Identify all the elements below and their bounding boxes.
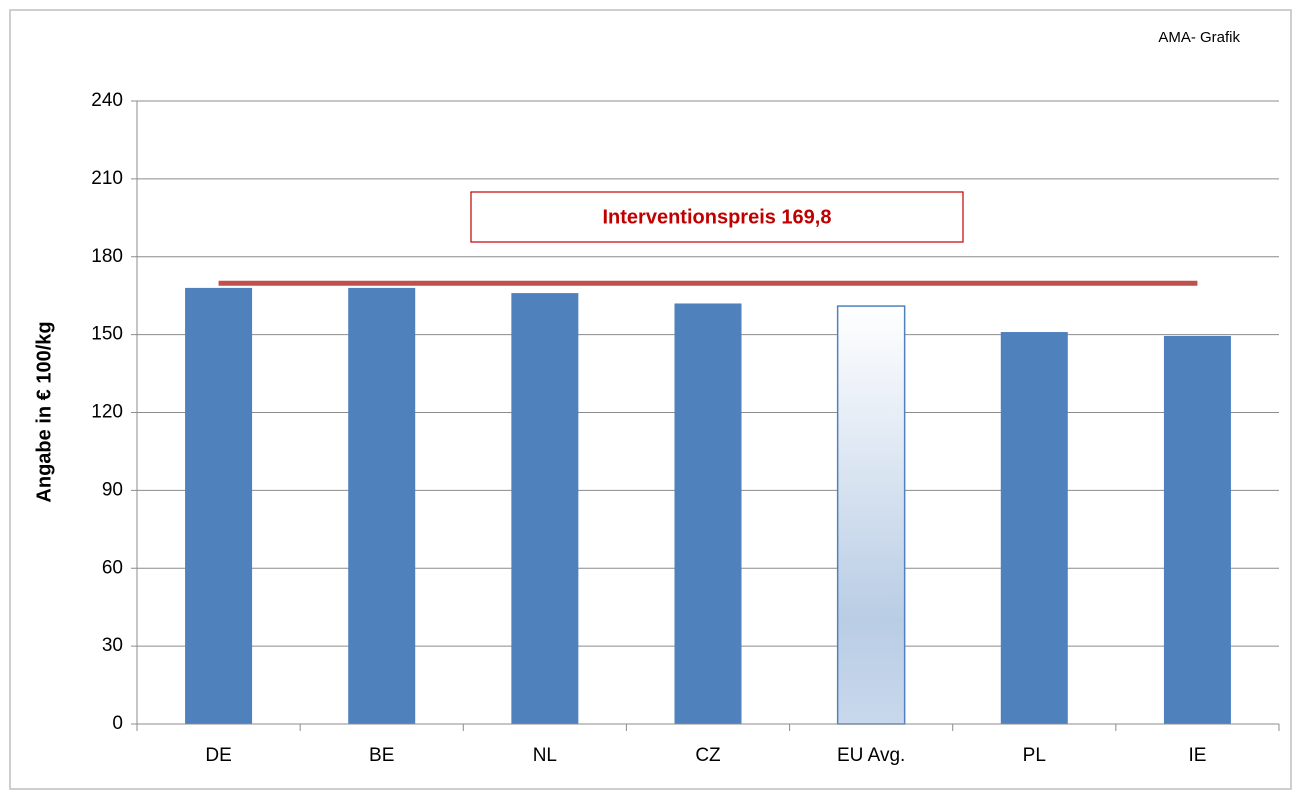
y-axis-label: Angabe in € 100/kg — [33, 321, 55, 502]
bar — [348, 287, 416, 724]
x-tick-label: NL — [533, 745, 557, 766]
bar — [511, 293, 579, 724]
bar — [185, 287, 253, 724]
y-tick-label: 120 — [91, 402, 123, 423]
bar — [1163, 335, 1231, 724]
annotation: Interventionspreis 169,8 — [603, 206, 832, 228]
annotation-box — [470, 191, 964, 243]
source: AMA- Grafik — [1158, 29, 1240, 46]
y-tick-label: 0 — [112, 713, 123, 734]
x-tick-label: IE — [1188, 745, 1206, 766]
y-tick-label: 90 — [102, 479, 123, 500]
x-tick-label: PL — [1023, 745, 1046, 766]
y-tick-label: 30 — [102, 635, 123, 656]
y-tick-label: 210 — [91, 168, 123, 189]
bar — [674, 303, 742, 724]
x-tick-label: CZ — [695, 745, 721, 766]
y-tick-label: 240 — [91, 90, 123, 111]
x-tick-label: EU Avg. — [837, 745, 905, 766]
bar — [836, 305, 906, 725]
y-tick-label: 180 — [91, 246, 123, 267]
y-tick-label: 150 — [91, 324, 123, 345]
x-tick-label: BE — [369, 745, 394, 766]
y-tick-label: 60 — [102, 557, 123, 578]
bar — [1000, 332, 1068, 724]
x-tick-label: DE — [205, 745, 231, 766]
